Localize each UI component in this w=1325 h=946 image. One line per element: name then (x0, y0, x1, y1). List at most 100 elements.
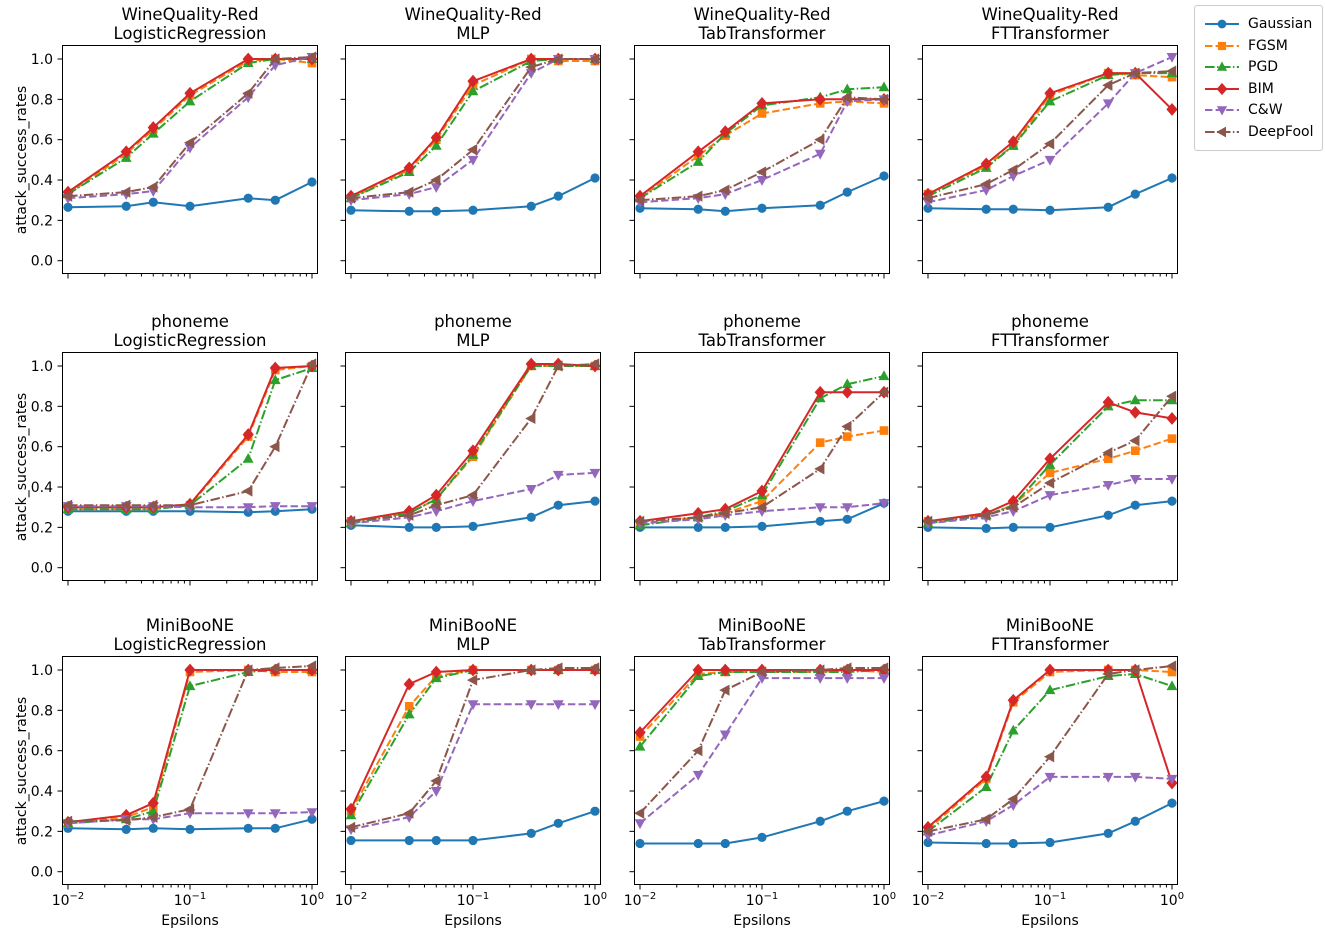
circle-marker-icon (590, 496, 600, 506)
triangle-down-marker-icon (1166, 52, 1178, 63)
plot-area (922, 52, 1178, 215)
series-line-pgd (350, 669, 595, 816)
subplot-title: WineQuality-Red TabTransformer (634, 5, 890, 43)
circle-marker-icon (842, 514, 852, 524)
circle-marker-icon (185, 824, 195, 834)
circle-marker-icon (431, 835, 441, 846)
axis-ticks (629, 58, 885, 279)
circle-marker-icon (553, 500, 563, 510)
triangle-left-marker-icon (1102, 447, 1113, 459)
axes-frame (345, 45, 601, 274)
series-markers-pgd (62, 53, 318, 199)
axis-ticks (340, 669, 596, 890)
triangle-up-marker-icon (1129, 394, 1141, 405)
series-markers-deepfool (922, 65, 1177, 204)
triangle-left-marker-icon (634, 194, 645, 206)
triangle-left-marker-icon (1129, 67, 1140, 79)
circle-marker-icon (981, 523, 991, 533)
circle-marker-icon (879, 796, 889, 806)
triangle-up-marker-icon (430, 139, 442, 150)
axes-frame (922, 45, 1178, 274)
triangle-left-marker-icon (552, 662, 563, 674)
diamond-marker-icon (120, 145, 132, 159)
x-tick-label: 100 (300, 891, 324, 909)
triangle-left-marker-icon (814, 134, 825, 146)
diamond-marker-icon (756, 96, 768, 110)
triangle-up-marker-icon (692, 156, 704, 166)
triangle-left-marker-icon (634, 807, 645, 819)
axes-frame (922, 352, 1178, 581)
triangle-left-marker-icon (980, 178, 991, 190)
square-marker-icon (757, 109, 767, 118)
triangle-down-marker-icon (306, 808, 318, 818)
triangle-up-marker-icon (403, 708, 415, 719)
triangle-left-marker-icon (589, 53, 600, 65)
legend-label: Gaussian (1248, 16, 1313, 33)
diamond-marker-icon (525, 357, 537, 371)
subplot-winequality-red-tabtransformer (629, 45, 890, 279)
triangle-up-marker-icon (1166, 680, 1178, 691)
triangle-left-marker-icon (1044, 751, 1055, 763)
triangle-left-marker-icon (1044, 477, 1055, 489)
triangle-left-marker-icon (430, 499, 441, 511)
triangle-left-marker-icon (756, 666, 767, 678)
series-markers-fgsm (63, 54, 317, 199)
circle-marker-icon (757, 521, 767, 531)
circle-marker-icon (468, 521, 478, 531)
y-tick-label: 1.0 (31, 359, 53, 375)
triangle-left-marker-icon (345, 515, 356, 527)
triangle-up-marker-icon (634, 740, 646, 751)
series-markers-pgd (345, 664, 601, 820)
series-line-pgd (927, 672, 1173, 833)
x-tick-label: 10−2 (912, 891, 945, 909)
plot-area (922, 660, 1178, 849)
circle-marker-icon (553, 191, 563, 201)
series-line-bim (67, 58, 312, 193)
deepfool-triangle-left-marker-icon (1205, 126, 1239, 138)
triangle-left-marker-icon (242, 664, 253, 676)
circle-marker-icon (842, 806, 852, 816)
axes-frame (345, 352, 601, 581)
triangle-down-marker-icon (589, 468, 601, 479)
triangle-down-marker-icon (552, 700, 564, 711)
triangle-left-marker-icon (345, 192, 356, 204)
triangle-down-marker-icon (552, 470, 564, 481)
triangle-left-marker-icon (120, 186, 131, 198)
axis-ticks (917, 58, 1173, 279)
subplot-title-line2: TabTransformer (698, 331, 826, 350)
triangle-left-marker-icon (878, 386, 889, 398)
series-markers-gaussian (923, 173, 1177, 215)
series-markers-pgd (62, 664, 318, 828)
triangle-down-marker-icon (814, 503, 826, 513)
x-tick-label: 10−1 (746, 891, 779, 909)
subplot-title-line1: WineQuality-Red (121, 5, 259, 24)
subplot-title-line2: FTTransformer (991, 635, 1109, 654)
plot-area (345, 662, 601, 846)
circle-marker-icon (346, 205, 356, 215)
series-line-fgsm (67, 57, 313, 195)
triangle-left-marker-icon (878, 662, 889, 674)
diamond-marker-icon (1102, 66, 1114, 80)
subplot-title-line1: phoneme (723, 312, 801, 331)
diamond-marker-icon (184, 86, 196, 100)
diamond-marker-icon (467, 444, 479, 458)
y-tick-label: 1.0 (31, 52, 53, 68)
series-line-pgd (68, 367, 313, 511)
subplot-title-line1: WineQuality-Red (693, 5, 831, 24)
series-markers-deepfool (922, 390, 1177, 527)
triangle-up-marker-icon (184, 95, 196, 106)
triangle-left-marker-icon (980, 509, 991, 521)
circle-marker-icon (1103, 828, 1113, 838)
triangle-up-marker-icon (878, 370, 890, 381)
circle-marker-icon (1130, 189, 1140, 199)
axis-ticks (917, 669, 1173, 890)
triangle-down-marker-icon (1166, 474, 1178, 485)
subplot-title: MiniBooNE FTTransformer (922, 616, 1178, 654)
plot-area (62, 51, 318, 212)
circle-marker-icon (148, 823, 158, 833)
series-markers-deepfool (634, 91, 889, 206)
circle-marker-icon (148, 197, 158, 207)
triangle-down-marker-icon (1129, 474, 1141, 485)
triangle-down-marker-icon (306, 502, 318, 512)
y-axis-label: attack_success_rates (14, 85, 30, 234)
